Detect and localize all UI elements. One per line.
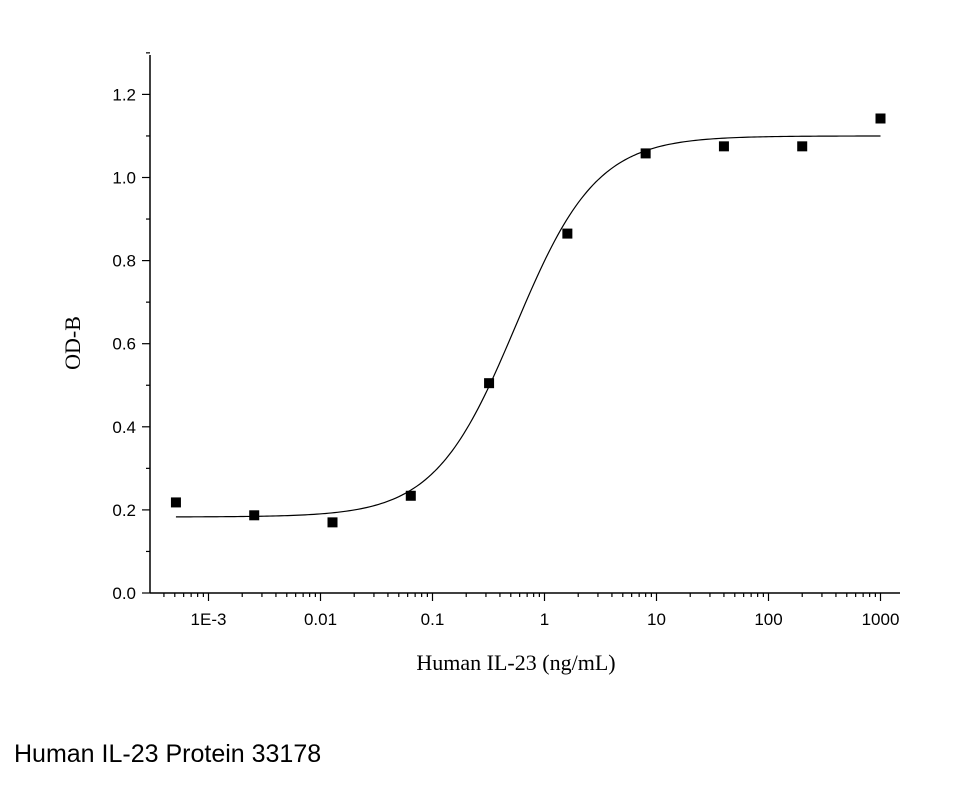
y-tick-label: 0.2 bbox=[112, 501, 136, 520]
y-axis-title: OD-B bbox=[60, 316, 85, 370]
dose-response-chart: 1E-3 0.01 0.1 1 10 100 1000 0.0 0.2 0.4 0.6 0.8 1.0… bbox=[60, 52, 900, 675]
data-point bbox=[405, 490, 416, 501]
x-tick-label: 10 bbox=[647, 610, 666, 629]
data-point bbox=[797, 141, 808, 152]
y-tick-label: 1.0 bbox=[112, 169, 136, 188]
axes bbox=[149, 55, 900, 594]
y-axis-ticks: 0.0 0.2 0.4 0.6 0.8 1.0 1.2 bbox=[112, 52, 150, 603]
data-point bbox=[249, 510, 260, 521]
y-tick-label: 1.2 bbox=[112, 85, 136, 104]
y-tick-label: 0.6 bbox=[112, 335, 136, 354]
y-tick-label: 0.0 bbox=[112, 584, 136, 603]
x-tick-label: 0.01 bbox=[304, 610, 337, 629]
x-tick-label: 1E-3 bbox=[191, 610, 227, 629]
x-tick-label: 0.1 bbox=[421, 610, 445, 629]
x-tick-label: 100 bbox=[754, 610, 782, 629]
data-point bbox=[718, 141, 729, 152]
data-point bbox=[640, 148, 651, 159]
fit-curve bbox=[175, 135, 881, 518]
data-point bbox=[327, 517, 338, 528]
data-point bbox=[170, 497, 181, 508]
x-axis-ticks: 1E-3 0.01 0.1 1 10 100 1000 bbox=[163, 593, 900, 629]
data-point bbox=[484, 378, 495, 389]
y-tick-label: 0.4 bbox=[112, 418, 136, 437]
y-tick-label: 0.8 bbox=[112, 252, 136, 271]
x-axis-title: Human IL-23 (ng/mL) bbox=[416, 650, 615, 675]
x-tick-label: 1000 bbox=[862, 610, 900, 629]
x-tick-label: 1 bbox=[540, 610, 549, 629]
data-point bbox=[875, 113, 886, 124]
data-points bbox=[170, 113, 886, 528]
figure-caption: Human IL-23 Protein 33178 bbox=[14, 740, 322, 768]
data-point bbox=[562, 228, 573, 239]
